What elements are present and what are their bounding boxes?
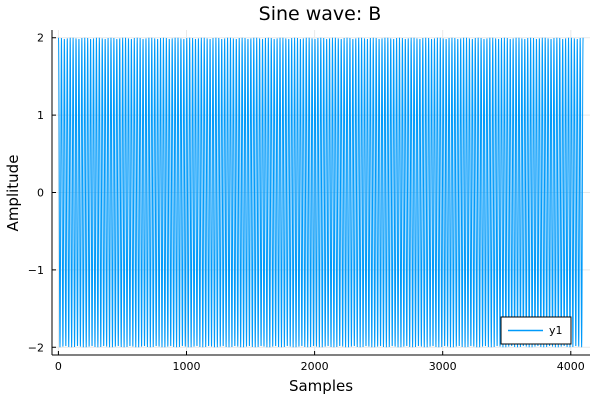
x-tick-label: 4000 <box>557 360 585 373</box>
chart-title: Sine wave: B <box>259 3 382 25</box>
x-tick-label: 3000 <box>429 360 457 373</box>
y-tick-label: 0 <box>37 187 44 200</box>
series-line-y1 <box>58 37 584 348</box>
y-tick-label: −2 <box>28 341 44 354</box>
x-tick-label: 0 <box>55 360 62 373</box>
y-ticks: −2 −1 0 1 2 <box>28 32 56 354</box>
legend-label-y1: y1 <box>549 324 563 337</box>
x-axis-label: Samples <box>289 377 353 395</box>
y-tick-label: −1 <box>28 264 44 277</box>
x-tick-label: 1000 <box>173 360 201 373</box>
series-y1 <box>58 37 584 348</box>
x-tick-label: 2000 <box>301 360 329 373</box>
y-tick-label: 1 <box>37 109 44 122</box>
x-ticks: 0 1000 2000 3000 4000 <box>55 351 585 373</box>
legend: y1 <box>500 316 572 345</box>
y-axis-label: Amplitude <box>4 155 22 232</box>
y-tick-label: 2 <box>37 32 44 45</box>
